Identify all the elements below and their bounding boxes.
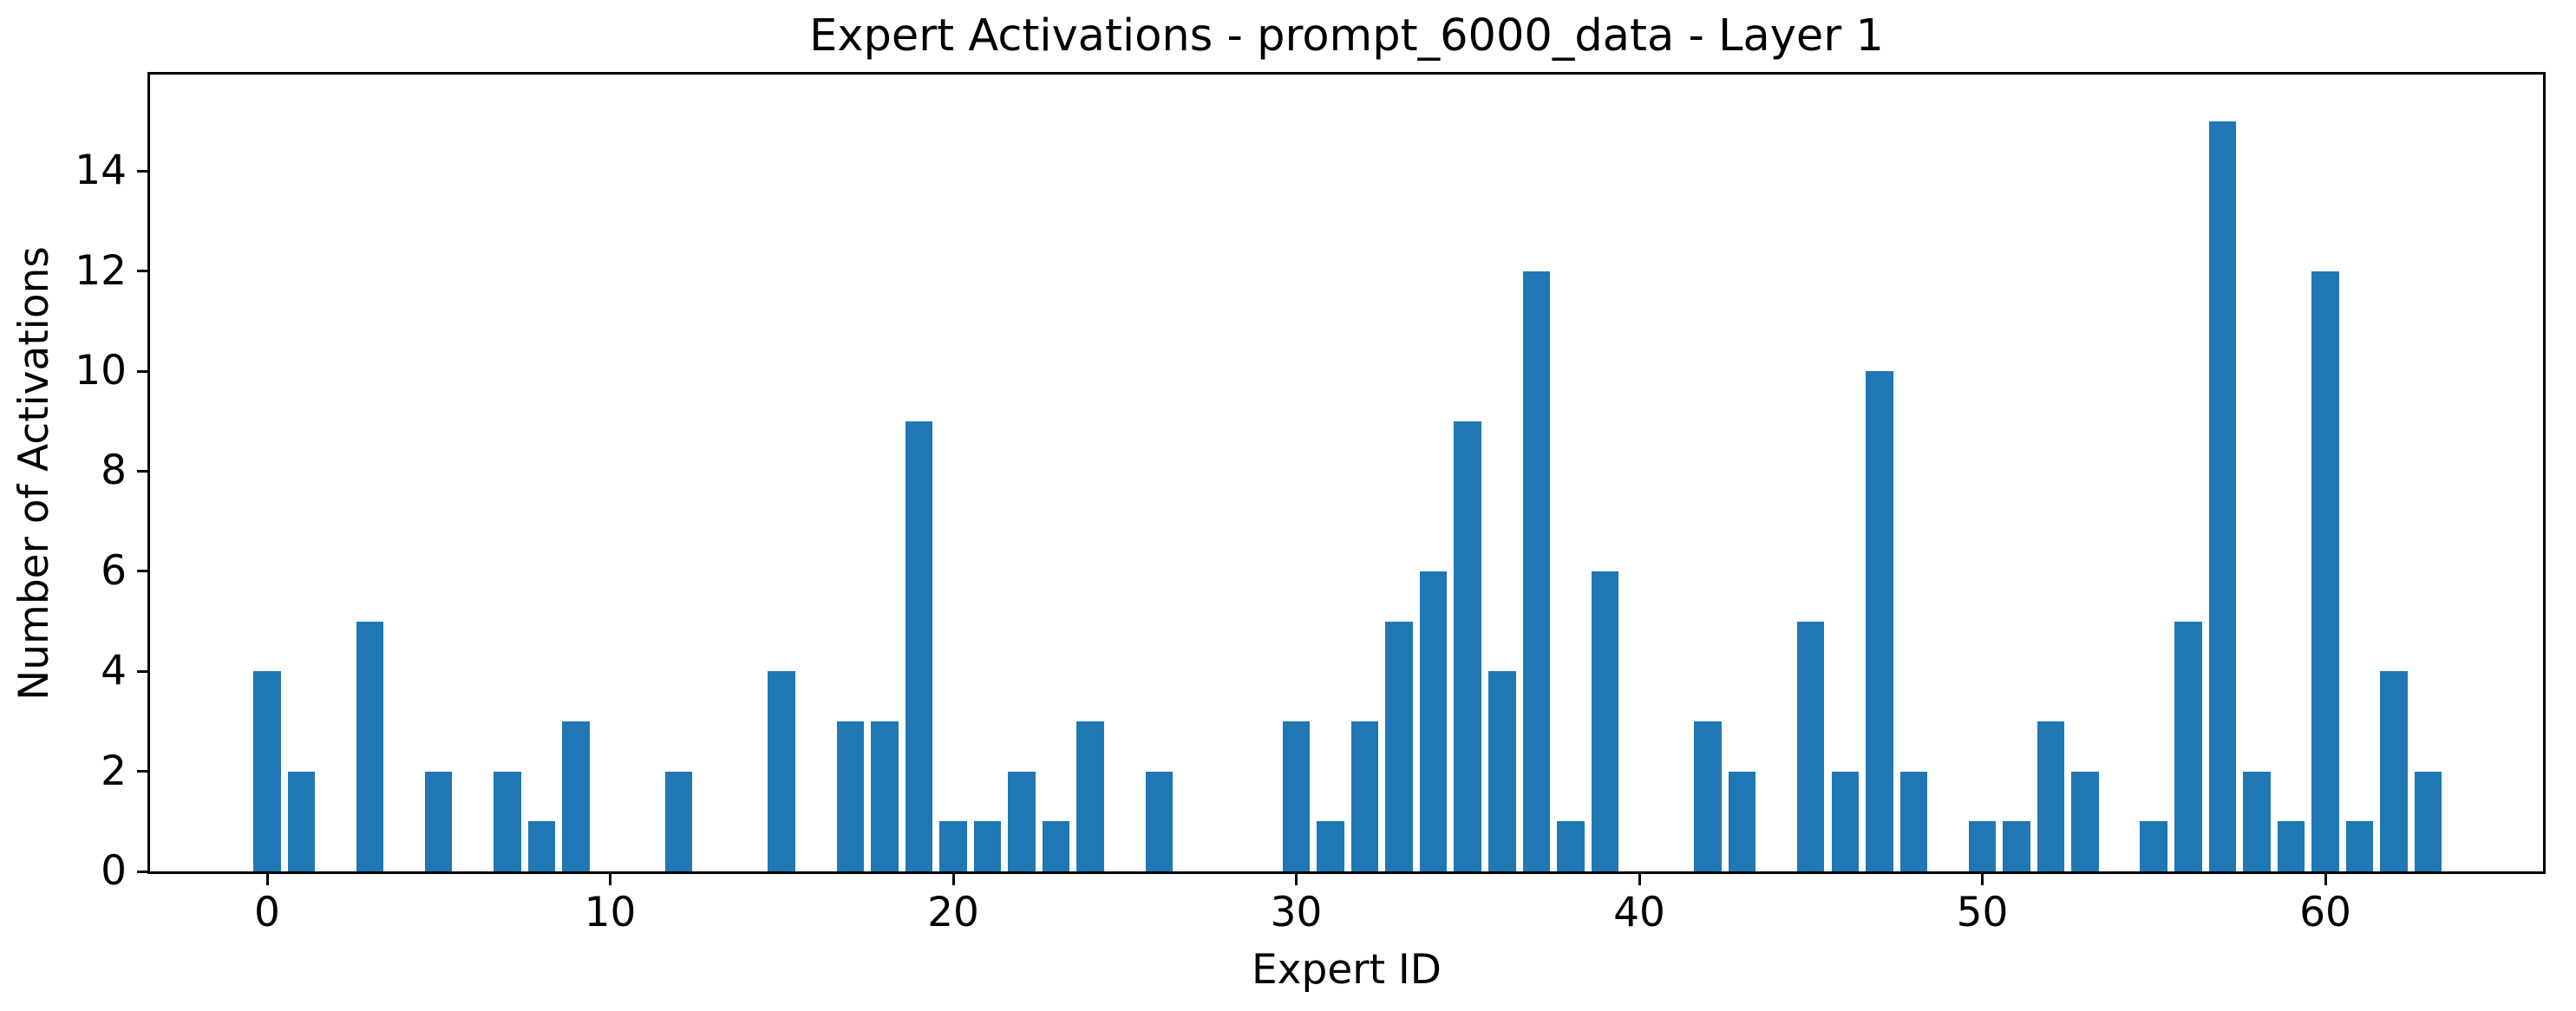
bar-expert-42 [1694, 721, 1722, 871]
x-tick-mark [1295, 874, 1298, 885]
bar-expert-38 [1557, 821, 1585, 871]
bar-expert-35 [1454, 421, 1481, 871]
x-tick-label: 30 [1270, 889, 1323, 936]
bar-expert-20 [939, 821, 967, 871]
bar-expert-22 [1008, 771, 1036, 871]
bar-expert-46 [1831, 771, 1860, 871]
bar-expert-51 [2003, 821, 2030, 871]
bar-expert-30 [1282, 721, 1311, 871]
bar-expert-9 [562, 721, 590, 871]
bar-expert-26 [1145, 771, 1174, 871]
bar-expert-62 [2380, 671, 2408, 871]
bar-expert-59 [2277, 821, 2305, 871]
bar-expert-31 [1317, 821, 1344, 871]
x-tick-mark [265, 874, 269, 885]
bar-expert-7 [494, 771, 521, 871]
bar-expert-32 [1350, 721, 1379, 871]
bar-expert-58 [2243, 771, 2271, 871]
x-tick-mark [1638, 874, 1641, 885]
x-axis-label: Expert ID [1251, 946, 1442, 994]
x-tick-label: 10 [584, 889, 637, 936]
bar-expert-19 [905, 421, 933, 871]
bar-expert-50 [1968, 821, 1997, 871]
bar-expert-23 [1042, 821, 1070, 871]
bar-expert-61 [2345, 821, 2374, 871]
bar-expert-56 [2174, 621, 2202, 871]
bar-expert-12 [664, 771, 693, 871]
x-tick-label: 20 [927, 889, 979, 936]
x-tick-label: 0 [254, 889, 280, 936]
bar-expert-3 [356, 621, 384, 871]
bar-expert-45 [1796, 621, 1825, 871]
bar-expert-8 [527, 821, 556, 871]
x-tick-mark [951, 874, 955, 885]
x-tick-mark [1981, 874, 1984, 885]
bar-expert-33 [1385, 621, 1413, 871]
x-tick-label: 60 [2299, 889, 2351, 936]
x-tick-mark [2324, 874, 2327, 885]
bar-expert-47 [1866, 371, 1893, 871]
bar-expert-48 [1899, 771, 1928, 871]
plot-area [147, 72, 2546, 874]
x-tick-label: 50 [1956, 889, 2009, 936]
bar-expert-18 [871, 721, 899, 871]
bar-expert-5 [424, 771, 453, 871]
bar-expert-34 [1419, 571, 1448, 871]
bar-expert-52 [2037, 721, 2065, 871]
bar-expert-15 [768, 671, 795, 871]
bar-expert-39 [1591, 571, 1619, 871]
bar-expert-63 [2414, 771, 2442, 871]
bar-expert-17 [836, 721, 865, 871]
bar-expert-21 [973, 821, 1002, 871]
bar-expert-57 [2208, 121, 2237, 871]
bar-expert-0 [253, 671, 281, 871]
x-tick-label: 40 [1613, 889, 1665, 936]
bar-expert-60 [2311, 271, 2339, 871]
bar-expert-43 [1728, 771, 1756, 871]
bar-expert-55 [2140, 821, 2167, 871]
bar-expert-53 [2071, 771, 2099, 871]
bar-expert-36 [1488, 671, 1516, 871]
bar-expert-37 [1522, 271, 1551, 871]
bar-expert-24 [1076, 721, 1104, 871]
x-tick-mark [609, 874, 611, 885]
chart-title: Expert Activations - prompt_6000_data - … [809, 10, 1884, 62]
y-axis-label: Number of Activations [10, 246, 58, 701]
bar-expert-1 [287, 771, 316, 871]
